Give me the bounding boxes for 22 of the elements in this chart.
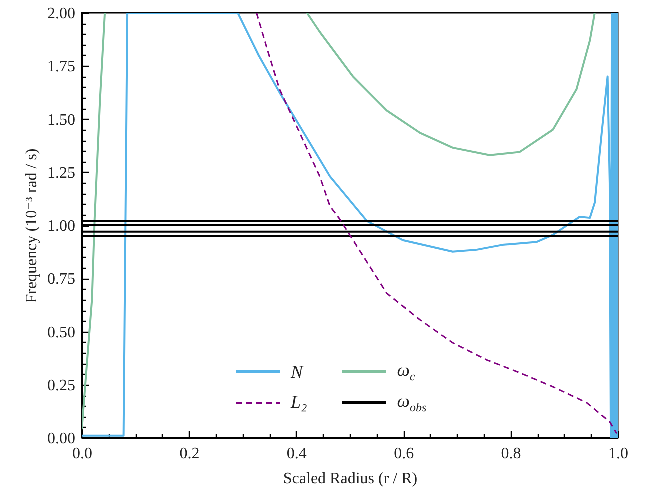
y-tick-label: 1.00 (48, 218, 76, 235)
y-axis-title: Frequency (10⁻³ rad / s) (24, 148, 40, 304)
x-tick-label: 0.4 (286, 446, 307, 462)
y-tick-label: 0.25 (48, 377, 76, 394)
legend-label: N (291, 362, 304, 383)
x-tick-label: 0.6 (394, 446, 414, 462)
y-tick-label: 2.00 (48, 6, 76, 22)
legend-label: L₂ (291, 392, 308, 414)
y-tick-label: 1.75 (48, 58, 76, 76)
line-series (256, 13, 618, 434)
x-axis-title: Scaled Radius (r / R) (283, 470, 418, 488)
y-tick-label: 0.00 (48, 430, 76, 448)
x-tick-label: 0.8 (501, 446, 522, 462)
y-tick-label: 0.50 (48, 324, 76, 342)
y-tick-label: 0.75 (48, 271, 76, 288)
x-tick-label: 0.0 (72, 446, 92, 462)
legend-label: ω$_{obs}$ (397, 390, 427, 416)
legend-label: ω$_{c}$ (397, 360, 416, 385)
y-tick-label: 1.50 (48, 112, 76, 129)
x-tick-label: 1.0 (608, 446, 628, 462)
x-tick-label: 0.2 (180, 446, 200, 462)
y-tick-label: 1.25 (48, 164, 76, 182)
